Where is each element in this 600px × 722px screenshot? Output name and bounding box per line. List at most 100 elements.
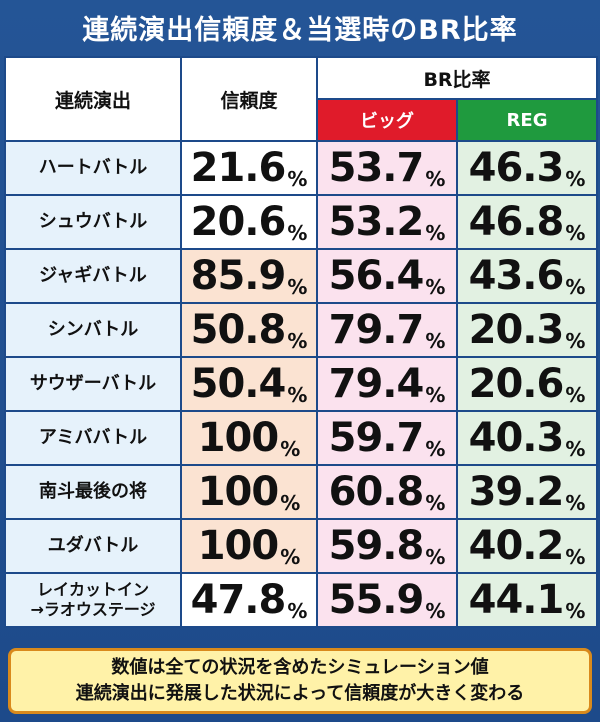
value-reg: 43.6 [468, 253, 565, 299]
row-name-line-1: サウザーバトル [29, 373, 157, 394]
percent-sign: % [425, 329, 446, 353]
value-reg: 40.3 [468, 415, 565, 461]
cell-reg: 20.6% [456, 356, 598, 412]
percent-sign: % [280, 545, 301, 569]
row-name: 南斗最後の将 [4, 464, 182, 520]
table-row: シュウバトル 20.6% 53.2% 46.8% [4, 194, 598, 250]
cell-big: 79.4% [316, 356, 458, 412]
value-reg: 39.2 [468, 469, 565, 515]
percent-sign: % [565, 221, 586, 245]
note-line-2: 連続演出に発展した状況によって信頼度が大きく変わる [75, 683, 525, 704]
percent-sign: % [287, 167, 308, 191]
table-row: ユダバトル 100% 59.8% 40.2% [4, 518, 598, 574]
cell-reliability: 85.9% [180, 248, 318, 304]
cell-reg: 40.2% [456, 518, 598, 574]
value-big: 79.7 [328, 307, 425, 353]
reliability-table: 連続演出 信頼度 BR比率 ビッグ REG ハートバトル 21.6% 53.7% 46… [4, 56, 598, 628]
row-name-line-1: シンバトル [47, 319, 139, 340]
header-name: 連続演出 [4, 56, 182, 142]
value-reliability: 100 [197, 523, 279, 569]
cell-reliability: 47.8% [180, 572, 318, 628]
percent-sign: % [287, 221, 308, 245]
table-row: アミババトル 100% 59.7% 40.3% [4, 410, 598, 466]
percent-sign: % [425, 167, 446, 191]
percent-sign: % [287, 275, 308, 299]
cell-big: 56.4% [316, 248, 458, 304]
percent-sign: % [287, 329, 308, 353]
cell-big: 59.7% [316, 410, 458, 466]
cell-reg: 39.2% [456, 464, 598, 520]
cell-big: 60.8% [316, 464, 458, 520]
row-name-line-1: ハートバトル [38, 157, 148, 178]
value-big: 59.7 [328, 415, 425, 461]
percent-sign: % [565, 599, 586, 623]
percent-sign: % [425, 221, 446, 245]
row-name: ジャギバトル [4, 248, 182, 304]
row-name-line-1: シュウバトル [38, 211, 148, 232]
row-name: シュウバトル [4, 194, 182, 250]
table-row: シンバトル 50.8% 79.7% 20.3% [4, 302, 598, 358]
percent-sign: % [287, 599, 308, 623]
percent-sign: % [565, 545, 586, 569]
cell-reg: 43.6% [456, 248, 598, 304]
percent-sign: % [565, 275, 586, 299]
percent-sign: % [425, 545, 446, 569]
percent-sign: % [425, 491, 446, 515]
value-big: 60.8 [328, 469, 425, 515]
value-reliability: 100 [197, 469, 279, 515]
cell-reg: 46.8% [456, 194, 598, 250]
percent-sign: % [565, 491, 586, 515]
value-big: 79.4 [328, 361, 425, 407]
table-row: ジャギバトル 85.9% 56.4% 43.6% [4, 248, 598, 304]
cell-big: 53.7% [316, 140, 458, 196]
cell-big: 55.9% [316, 572, 458, 628]
cell-reg: 40.3% [456, 410, 598, 466]
value-reliability: 21.6 [190, 145, 287, 191]
row-name: レイカットイン →ラオウステージ [4, 572, 182, 628]
row-name-line-1: レイカットイン [36, 580, 149, 599]
cell-reliability: 50.8% [180, 302, 318, 358]
percent-sign: % [565, 329, 586, 353]
cell-big: 59.8% [316, 518, 458, 574]
value-big: 53.7 [328, 145, 425, 191]
cell-reliability: 50.4% [180, 356, 318, 412]
value-big: 56.4 [328, 253, 425, 299]
value-reliability: 50.4 [190, 361, 287, 407]
cell-big: 79.7% [316, 302, 458, 358]
value-big: 59.8 [328, 523, 425, 569]
percent-sign: % [565, 437, 586, 461]
cell-reliability: 21.6% [180, 140, 318, 196]
cell-reliability: 20.6% [180, 194, 318, 250]
header-reg: REG [456, 98, 598, 142]
row-name-line-1: アミババトル [38, 427, 148, 448]
header-big: ビッグ [316, 98, 458, 142]
header-reliability: 信頼度 [180, 56, 318, 142]
row-name: アミババトル [4, 410, 182, 466]
percent-sign: % [280, 437, 301, 461]
percent-sign: % [287, 383, 308, 407]
note-box: 数値は全ての状況を含めたシミュレーション値 連続演出に発展した状況によって信頼度… [8, 648, 592, 714]
cell-reg: 46.3% [456, 140, 598, 196]
value-reg: 20.3 [468, 307, 565, 353]
row-name: ユダバトル [4, 518, 182, 574]
cell-reliability: 100% [180, 410, 318, 466]
table-row: ハートバトル 21.6% 53.7% 46.3% [4, 140, 598, 196]
percent-sign: % [565, 167, 586, 191]
percent-sign: % [425, 437, 446, 461]
value-reliability: 47.8 [190, 577, 287, 623]
value-reg: 44.1 [468, 577, 565, 623]
value-reg: 40.2 [468, 523, 565, 569]
value-reliability: 50.8 [190, 307, 287, 353]
value-big: 55.9 [328, 577, 425, 623]
cell-reg: 20.3% [456, 302, 598, 358]
cell-reliability: 100% [180, 464, 318, 520]
row-name: サウザーバトル [4, 356, 182, 412]
value-reliability: 85.9 [190, 253, 287, 299]
row-name: ハートバトル [4, 140, 182, 196]
value-reg: 46.3 [468, 145, 565, 191]
percent-sign: % [425, 275, 446, 299]
percent-sign: % [565, 383, 586, 407]
row-name: シンバトル [4, 302, 182, 358]
cell-reliability: 100% [180, 518, 318, 574]
